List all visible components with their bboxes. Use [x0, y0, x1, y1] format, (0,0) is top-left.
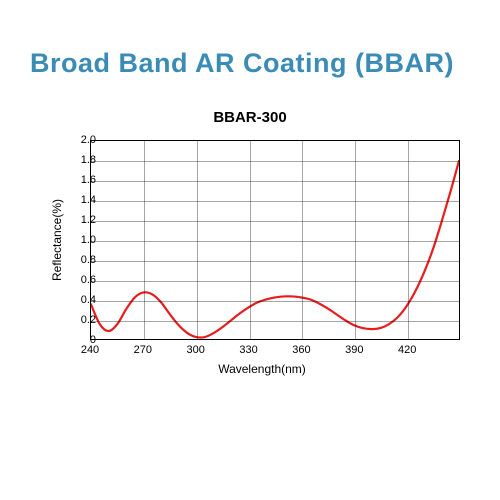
grid-line	[91, 221, 459, 222]
x-axis-title: Wavelength(nm)	[52, 362, 472, 376]
x-tick-label: 270	[134, 344, 152, 356]
grid-line	[91, 201, 459, 202]
grid-line	[197, 141, 198, 339]
x-tick-label: 390	[345, 344, 363, 356]
grid-line	[91, 181, 459, 182]
page-title: Broad Band AR Coating (BBAR)	[30, 48, 454, 79]
grid-line	[144, 141, 145, 339]
y-tick-label: 1.2	[81, 214, 96, 226]
y-axis-title: Reflectance(%)	[50, 199, 64, 281]
grid-line	[250, 141, 251, 339]
plot-area	[90, 140, 460, 340]
y-tick-label: 0.2	[81, 314, 96, 326]
y-tick-label: 1.0	[81, 234, 96, 246]
grid-line	[91, 261, 459, 262]
y-tick-label: 1.6	[81, 174, 96, 186]
x-tick-label: 420	[398, 344, 416, 356]
y-tick-label: 0.6	[81, 274, 96, 286]
x-tick-label: 330	[239, 344, 257, 356]
y-tick-label: 1.8	[81, 154, 96, 166]
x-tick-label: 360	[292, 344, 310, 356]
grid-line	[408, 141, 409, 339]
grid-line	[91, 281, 459, 282]
y-tick-label: 1.4	[81, 194, 96, 206]
curve-path	[91, 161, 459, 338]
grid-line	[91, 321, 459, 322]
reflectance-chart: Reflectance(%) Wavelength(nm) 00.20.40.6…	[52, 130, 472, 400]
y-tick-label: 2.0	[81, 134, 96, 146]
grid-line	[355, 141, 356, 339]
grid-line	[91, 301, 459, 302]
x-tick-label: 300	[187, 344, 205, 356]
y-tick-label: 0.4	[81, 294, 96, 306]
x-tick-label: 240	[81, 344, 99, 356]
grid-line	[302, 141, 303, 339]
grid-line	[91, 161, 459, 162]
y-tick-label: 0.8	[81, 254, 96, 266]
reflectance-curve	[91, 141, 459, 339]
grid-line	[91, 241, 459, 242]
chart-title: BBAR-300	[0, 109, 500, 126]
